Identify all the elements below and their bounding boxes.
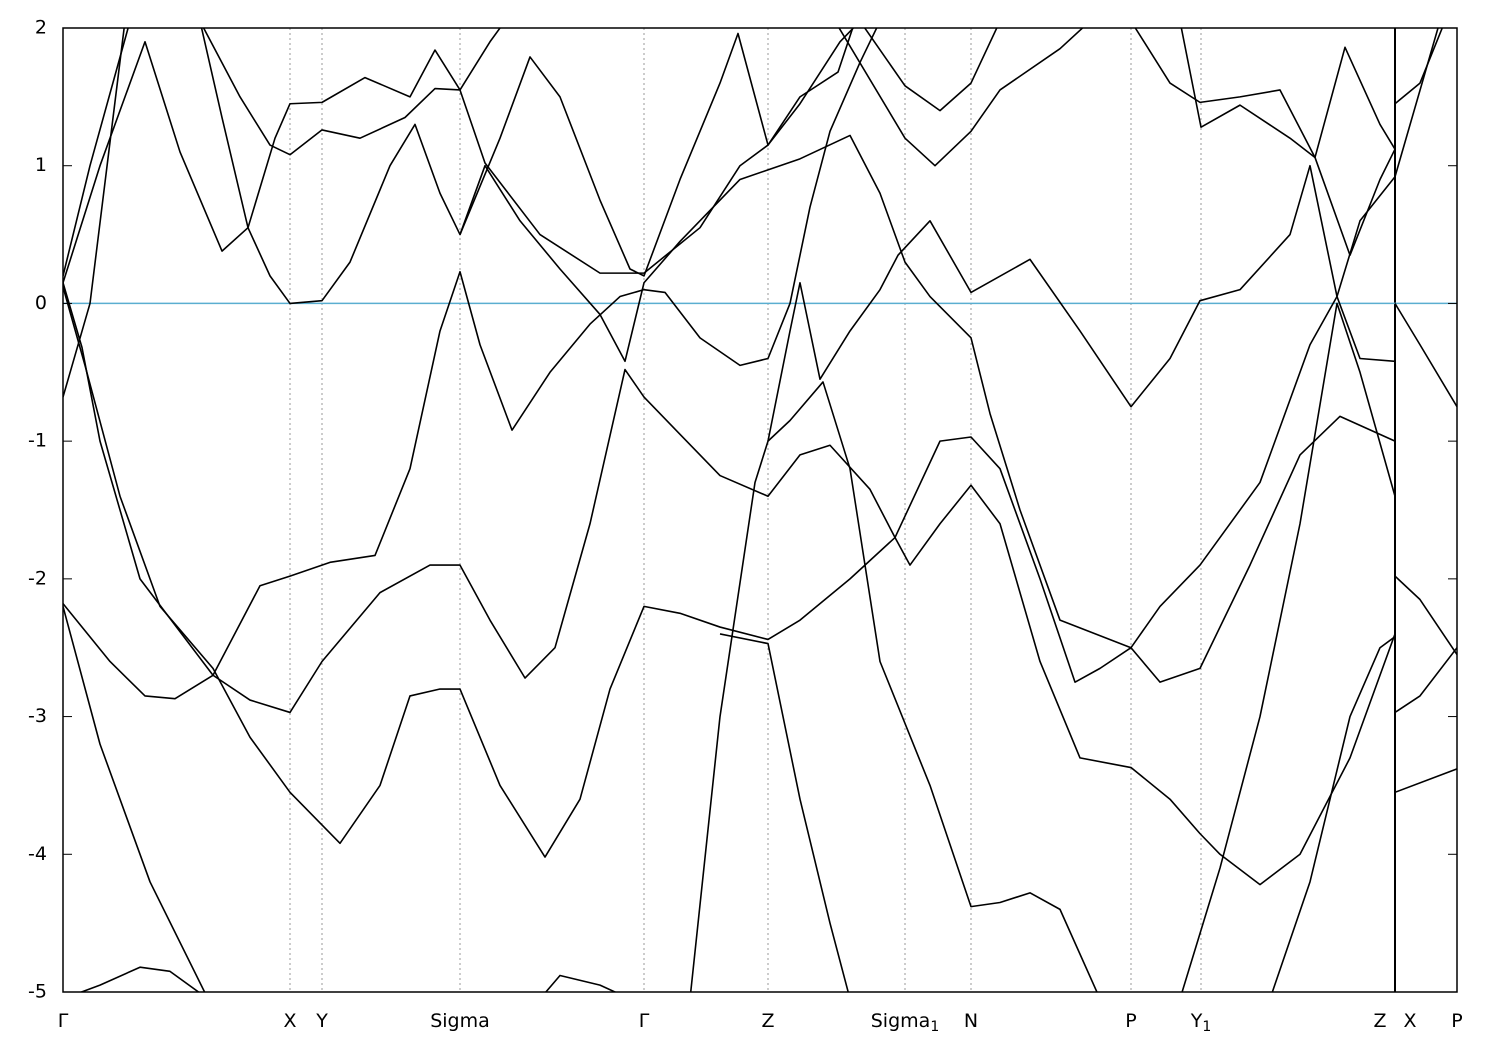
band xyxy=(1394,647,1457,714)
x-tick-label-text: N xyxy=(964,1010,978,1032)
x-tick-label: Γ xyxy=(639,1010,650,1032)
x-tick-label-text: Γ xyxy=(58,1010,69,1032)
x-tick-label-subscript: 1 xyxy=(1202,1019,1211,1035)
x-tick-label: Y1 xyxy=(1190,1010,1212,1036)
x-tick-label: X xyxy=(283,1010,296,1032)
band xyxy=(1394,303,1457,408)
band xyxy=(63,40,1396,649)
band xyxy=(63,28,125,398)
x-tick-label-text: Γ xyxy=(639,1010,650,1032)
x-tick-label-text: Y xyxy=(315,1010,328,1032)
x-tick-label-text: P xyxy=(1125,1010,1136,1032)
x-tick-label: P xyxy=(1125,1010,1136,1032)
x-tick-label: Γ xyxy=(58,1010,69,1032)
x-tick-label-text: Y xyxy=(1190,1010,1203,1032)
y-tick-label: 1 xyxy=(35,154,47,176)
y-tick-label: 0 xyxy=(35,292,47,314)
band xyxy=(1180,28,1396,159)
plot-frame xyxy=(62,27,1458,993)
axes: 210-1-2-3-4-5Γ X Y Sigma Γ Z Sigma1 N P Y1 Z X P xyxy=(28,17,1463,1036)
y-tick-label: -4 xyxy=(28,843,47,865)
band xyxy=(767,164,1396,442)
x-tick-label: N xyxy=(964,1010,978,1032)
x-tick-label: Z xyxy=(761,1010,774,1032)
band xyxy=(863,28,998,112)
band xyxy=(63,606,206,992)
band xyxy=(459,28,854,277)
x-tick-label-text: Z xyxy=(761,1010,774,1032)
x-tick-label: P xyxy=(1451,1010,1462,1032)
x-tick-label: X xyxy=(1403,1010,1416,1032)
band xyxy=(1394,28,1439,177)
band xyxy=(63,368,1396,886)
band xyxy=(1181,302,1396,992)
band xyxy=(544,974,617,992)
x-tick-label-text: Sigma xyxy=(871,1010,931,1032)
band xyxy=(719,633,850,992)
x-tick-label-text: X xyxy=(283,1010,296,1032)
x-tick-label-text: X xyxy=(1403,1010,1416,1032)
band xyxy=(63,28,129,277)
bands xyxy=(63,28,1457,992)
x-tick-label: Sigma xyxy=(430,1010,490,1032)
band xyxy=(79,966,200,992)
band xyxy=(1394,575,1457,656)
band xyxy=(1394,28,1444,105)
band xyxy=(838,28,1084,167)
x-tick-label-text: Sigma xyxy=(430,1010,490,1032)
x-tick-label: Y xyxy=(315,1010,328,1032)
band xyxy=(1394,768,1457,794)
band xyxy=(200,28,501,229)
band xyxy=(689,381,1098,992)
y-tick-label: -1 xyxy=(28,430,47,452)
band xyxy=(63,28,878,677)
band xyxy=(1134,28,1396,257)
y-tick-label: -5 xyxy=(28,981,47,1003)
y-tick-label: -3 xyxy=(28,705,47,727)
x-tick-label: Sigma1 xyxy=(871,1010,939,1036)
x-tick-label-text: P xyxy=(1451,1010,1462,1032)
y-tick-label: -2 xyxy=(28,567,47,589)
band xyxy=(63,286,1396,858)
x-tick-label: Z xyxy=(1373,1010,1386,1032)
x-tick-label-subscript: 1 xyxy=(930,1019,939,1035)
band xyxy=(1271,636,1396,992)
x-tick-label-text: Z xyxy=(1373,1010,1386,1032)
y-tick-label: 2 xyxy=(35,17,47,39)
